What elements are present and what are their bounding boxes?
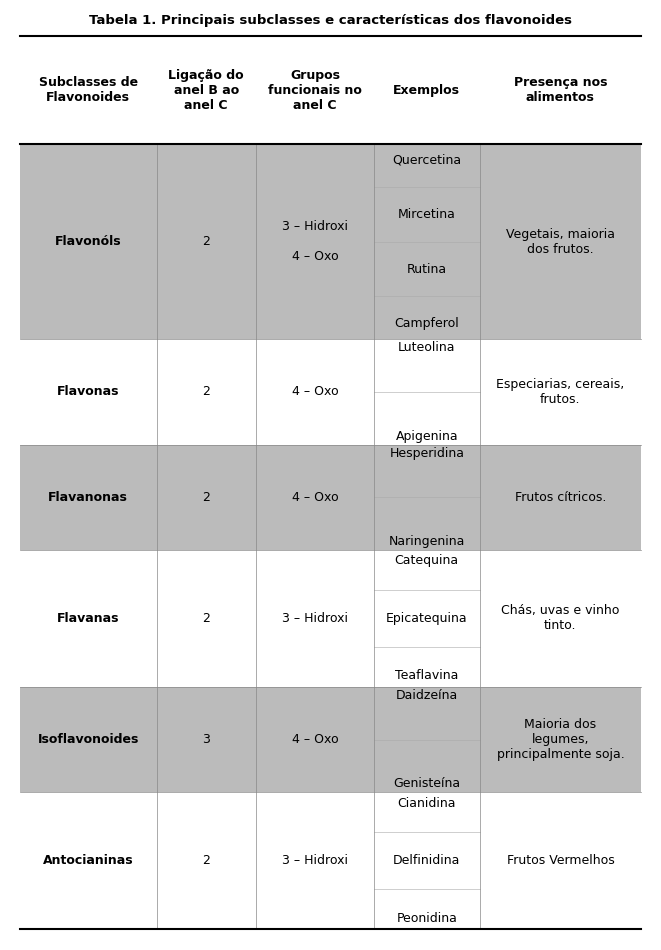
Text: 2: 2 xyxy=(202,854,210,867)
Text: Hesperidina: Hesperidina xyxy=(389,446,464,460)
Text: Flavonóls: Flavonóls xyxy=(55,236,122,248)
Text: Peonidina: Peonidina xyxy=(397,912,457,924)
Text: 3 – Hidroxi

4 – Oxo: 3 – Hidroxi 4 – Oxo xyxy=(282,220,348,263)
Text: Rutina: Rutina xyxy=(407,262,447,276)
Text: Chás, uvas e vinho
tinto.: Chás, uvas e vinho tinto. xyxy=(501,604,619,633)
Text: 2: 2 xyxy=(202,386,210,398)
Text: Genisteína: Genisteína xyxy=(393,777,460,790)
Text: Mircetina: Mircetina xyxy=(398,208,455,221)
Text: Ligação do
anel B ao
anel C: Ligação do anel B ao anel C xyxy=(169,68,244,112)
Text: Luteolina: Luteolina xyxy=(398,341,455,354)
Text: Quercetina: Quercetina xyxy=(392,154,461,166)
Text: 2: 2 xyxy=(202,491,210,504)
Text: Isoflavonoides: Isoflavonoides xyxy=(38,733,139,746)
Text: Maioria dos
legumes,
principalmente soja.: Maioria dos legumes, principalmente soja… xyxy=(496,718,624,761)
Text: 3: 3 xyxy=(202,733,210,746)
Text: 2: 2 xyxy=(202,236,210,248)
Text: Teaflavina: Teaflavina xyxy=(395,670,459,682)
Text: Frutos cítricos.: Frutos cítricos. xyxy=(515,491,606,504)
Text: Frutos Vermelhos: Frutos Vermelhos xyxy=(506,854,614,867)
Bar xyxy=(20,445,641,550)
Text: Subclasses de
Flavonoides: Subclasses de Flavonoides xyxy=(38,76,137,104)
Text: Flavanas: Flavanas xyxy=(57,612,120,625)
Text: Antocianinas: Antocianinas xyxy=(43,854,134,867)
Text: Delfinidina: Delfinidina xyxy=(393,854,461,867)
Text: Grupos
funcionais no
anel C: Grupos funcionais no anel C xyxy=(268,68,362,112)
Bar xyxy=(20,144,641,339)
Text: Exemplos: Exemplos xyxy=(393,84,460,97)
Bar xyxy=(20,687,641,792)
Text: 4 – Oxo: 4 – Oxo xyxy=(292,733,338,746)
Text: Daidzeína: Daidzeína xyxy=(396,689,458,702)
Text: 3 – Hidroxi: 3 – Hidroxi xyxy=(282,854,348,867)
Text: 2: 2 xyxy=(202,612,210,625)
Text: Presença nos
alimentos: Presença nos alimentos xyxy=(514,76,607,104)
Text: Flavanonas: Flavanonas xyxy=(48,491,128,504)
Text: 4 – Oxo: 4 – Oxo xyxy=(292,491,338,504)
Text: Vegetais, maioria
dos frutos.: Vegetais, maioria dos frutos. xyxy=(506,228,615,256)
Text: Flavonas: Flavonas xyxy=(57,386,120,398)
Text: Tabela 1. Principais subclasses e características dos flavonoides: Tabela 1. Principais subclasses e caract… xyxy=(89,14,572,28)
Text: Apigenina: Apigenina xyxy=(395,429,458,443)
Text: Epicatequina: Epicatequina xyxy=(386,612,467,625)
Text: 3 – Hidroxi: 3 – Hidroxi xyxy=(282,612,348,625)
Text: Naringenina: Naringenina xyxy=(389,535,465,548)
Text: Catequina: Catequina xyxy=(395,555,459,567)
Text: 4 – Oxo: 4 – Oxo xyxy=(292,386,338,398)
Text: Especiarias, cereais,
frutos.: Especiarias, cereais, frutos. xyxy=(496,378,625,406)
Text: Campferol: Campferol xyxy=(395,317,459,331)
Text: Cianidina: Cianidina xyxy=(397,797,456,809)
